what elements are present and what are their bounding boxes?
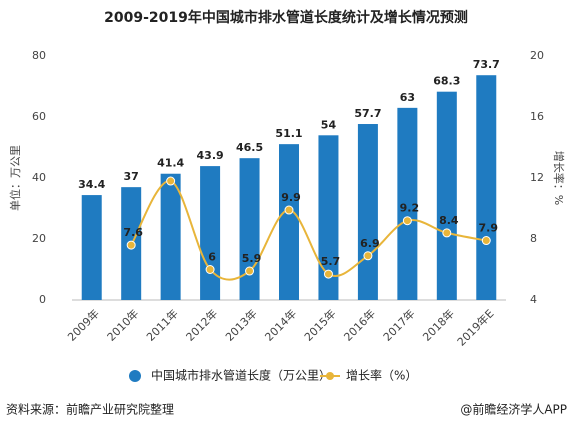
line-label: 6.9 (360, 237, 380, 250)
x-tick-label: 2010年 (104, 306, 141, 343)
bar (239, 158, 260, 300)
bar-label: 41.4 (157, 157, 184, 170)
line-point (402, 216, 412, 226)
y2-tick-label: 20 (530, 49, 544, 62)
y-tick-label: 40 (32, 171, 46, 184)
line-label: 6 (208, 251, 216, 264)
line-label: 8.4 (439, 214, 459, 227)
bar-label: 34.4 (78, 178, 105, 191)
bar-label: 54 (321, 118, 337, 131)
legend-swatch (326, 372, 334, 380)
x-tick-label: 2017年 (380, 306, 417, 343)
x-tick-label: 2009年 (64, 306, 101, 343)
bar (436, 91, 457, 300)
bar (476, 75, 497, 300)
x-tick-label: 2013年 (222, 306, 259, 343)
y2-axis-label: 增长率：% (552, 151, 566, 205)
x-tick-label: 2019年E (454, 306, 496, 348)
y2-tick-label: 12 (530, 171, 544, 184)
line-point (481, 236, 491, 246)
line-label: 9.2 (400, 202, 420, 215)
x-tick-label: 2015年 (301, 306, 338, 343)
legend-label: 中国城市排水管道长度（万公里） (151, 368, 331, 383)
bar-label: 46.5 (236, 141, 263, 154)
y-tick-label: 60 (32, 110, 46, 123)
bar-label: 63 (400, 91, 415, 104)
bar-label: 37 (124, 170, 139, 183)
line-label: 7.9 (479, 222, 499, 235)
y-tick-label: 20 (32, 232, 46, 245)
y-tick-label: 0 (39, 293, 46, 306)
line-point (205, 265, 215, 274)
y2-tick-label: 16 (530, 110, 544, 123)
y2-tick-label: 4 (530, 293, 537, 306)
y2-tick-label: 8 (530, 232, 537, 245)
line-label: 5.9 (242, 252, 262, 265)
legend-label: 增长率（%） (346, 368, 417, 383)
bar (318, 135, 339, 300)
line-label: 5.7 (321, 255, 341, 268)
bar-label: 68.3 (433, 75, 460, 88)
y-tick-label: 80 (32, 49, 46, 62)
bar (397, 107, 418, 300)
y-axis-label: 单位：万公里 (8, 145, 22, 211)
x-tick-label: 2016年 (341, 306, 378, 343)
bar-label: 51.1 (275, 127, 302, 140)
line-point (442, 228, 452, 238)
line-label: 9.9 (281, 191, 301, 204)
bar-label: 73.7 (473, 58, 500, 71)
growth-line (130, 180, 487, 281)
chart-title: 2009-2019年中国城市排水管道长度统计及增长情况预测 (104, 9, 468, 26)
line-point (323, 269, 333, 279)
source: 资料来源：前瞻产业研究院整理 (6, 402, 174, 417)
x-tick-label: 2018年 (420, 306, 457, 343)
line-point (363, 251, 373, 261)
bar (160, 173, 181, 300)
bar (81, 195, 102, 300)
bar (200, 166, 221, 300)
line-point (126, 240, 136, 250)
x-tick-label: 2012年 (183, 306, 220, 343)
x-tick-label: 2011年 (143, 306, 180, 343)
bar (357, 124, 378, 300)
bar (279, 144, 299, 300)
line-point (284, 205, 294, 215)
legend-swatch (129, 370, 141, 382)
credit: @前瞻经济学人APP (460, 402, 567, 417)
line-point (245, 266, 255, 276)
bar-label: 43.9 (197, 149, 224, 162)
x-tick-label: 2014年 (262, 306, 299, 343)
line-label: 7.6 (123, 226, 143, 239)
bar-label: 57.7 (354, 107, 381, 120)
line-point (166, 176, 176, 186)
